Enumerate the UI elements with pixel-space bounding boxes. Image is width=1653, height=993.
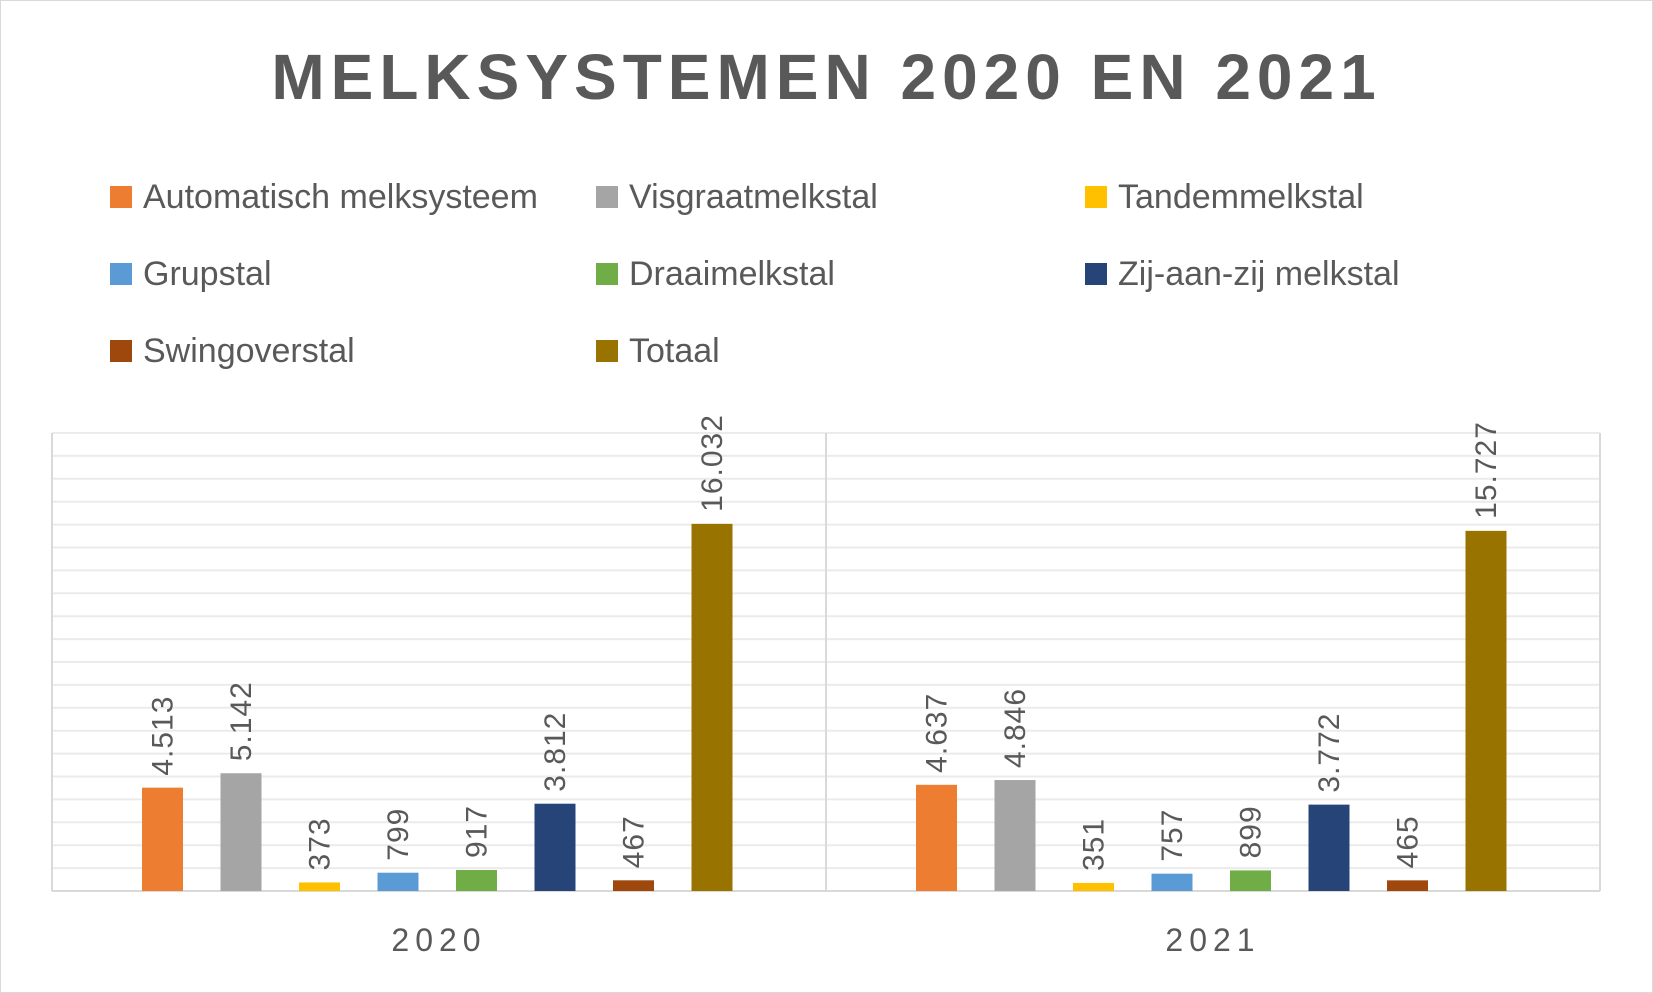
- legend-swatch-5: [596, 263, 618, 285]
- data-label-2020-8: 16.032: [696, 414, 729, 512]
- bar-2021-4: [1151, 873, 1193, 891]
- data-label-2021-6: 3.772: [1313, 713, 1346, 793]
- bar-2021-3: [1073, 882, 1114, 891]
- legend-swatch-4: [110, 263, 132, 285]
- bar-2021-7: [1387, 880, 1428, 891]
- legend-swatch-1: [110, 186, 132, 208]
- data-label-2021-3: 351: [1078, 818, 1111, 871]
- x-tick-2020: 2020: [391, 922, 486, 958]
- data-label-2020-3: 373: [304, 817, 337, 870]
- data-label-2021-7: 465: [1392, 815, 1425, 868]
- bar-2021-2: [994, 780, 1036, 891]
- bar-2021-8: [1465, 530, 1507, 891]
- bar-2020-1: [142, 787, 183, 891]
- legend-label-3: Tandemmelkstal: [1118, 178, 1364, 216]
- bar-2020-7: [613, 880, 654, 891]
- legend-label-8: Totaal: [629, 332, 720, 370]
- bar-2020-6: [534, 803, 576, 891]
- legend-label-2: Visgraatmelkstal: [629, 178, 878, 216]
- bar-2021-5: [1230, 870, 1271, 891]
- bar-2020-2: [220, 773, 262, 891]
- data-label-2021-4: 757: [1156, 809, 1189, 862]
- chart-title: MELKSYSTEMEN 2020 EN 2021: [271, 41, 1382, 113]
- bar-2020-3: [299, 882, 340, 891]
- data-label-2020-2: 5.142: [225, 681, 258, 761]
- legend-label-4: Grupstal: [143, 255, 272, 293]
- x-axis-ticks: 2020 2021: [391, 922, 1260, 958]
- data-label-2020-4: 799: [382, 808, 415, 861]
- legend-swatch-2: [596, 186, 618, 208]
- data-label-2020-1: 4.513: [147, 696, 180, 776]
- bar-2020-5: [456, 870, 497, 891]
- data-label-2021-2: 4.846: [999, 688, 1032, 768]
- legend-label-6: Zij-aan-zij melkstal: [1118, 255, 1400, 293]
- bar-2020-4: [377, 872, 419, 891]
- legend-label-7: Swingoverstal: [143, 332, 355, 370]
- legend-swatch-8: [596, 340, 618, 362]
- legend-swatch-3: [1085, 186, 1107, 208]
- legend-swatch-7: [110, 340, 132, 362]
- legend-label-1: Automatisch melksysteem: [143, 178, 538, 216]
- data-labels: 4.513 5.142 373 799 917 3.812 467 16.032 4.637 4.…: [147, 414, 1504, 871]
- legend: Automatisch melksysteem Visgraatmelkstal T…: [110, 178, 1400, 370]
- data-label-2020-6: 3.812: [539, 712, 572, 792]
- data-label-2021-5: 899: [1235, 805, 1268, 858]
- bar-2021-1: [916, 784, 957, 891]
- data-label-2021-1: 4.637: [921, 693, 954, 773]
- data-label-2021-8: 15.727: [1470, 421, 1503, 519]
- data-label-2020-5: 917: [461, 805, 494, 858]
- x-tick-2021: 2021: [1165, 922, 1260, 958]
- legend-label-5: Draaimelkstal: [629, 255, 835, 293]
- bars: [142, 523, 1507, 891]
- data-label-2020-7: 467: [618, 815, 651, 868]
- bar-2021-6: [1308, 804, 1350, 891]
- bar-2020-8: [691, 523, 733, 891]
- legend-swatch-6: [1085, 263, 1107, 285]
